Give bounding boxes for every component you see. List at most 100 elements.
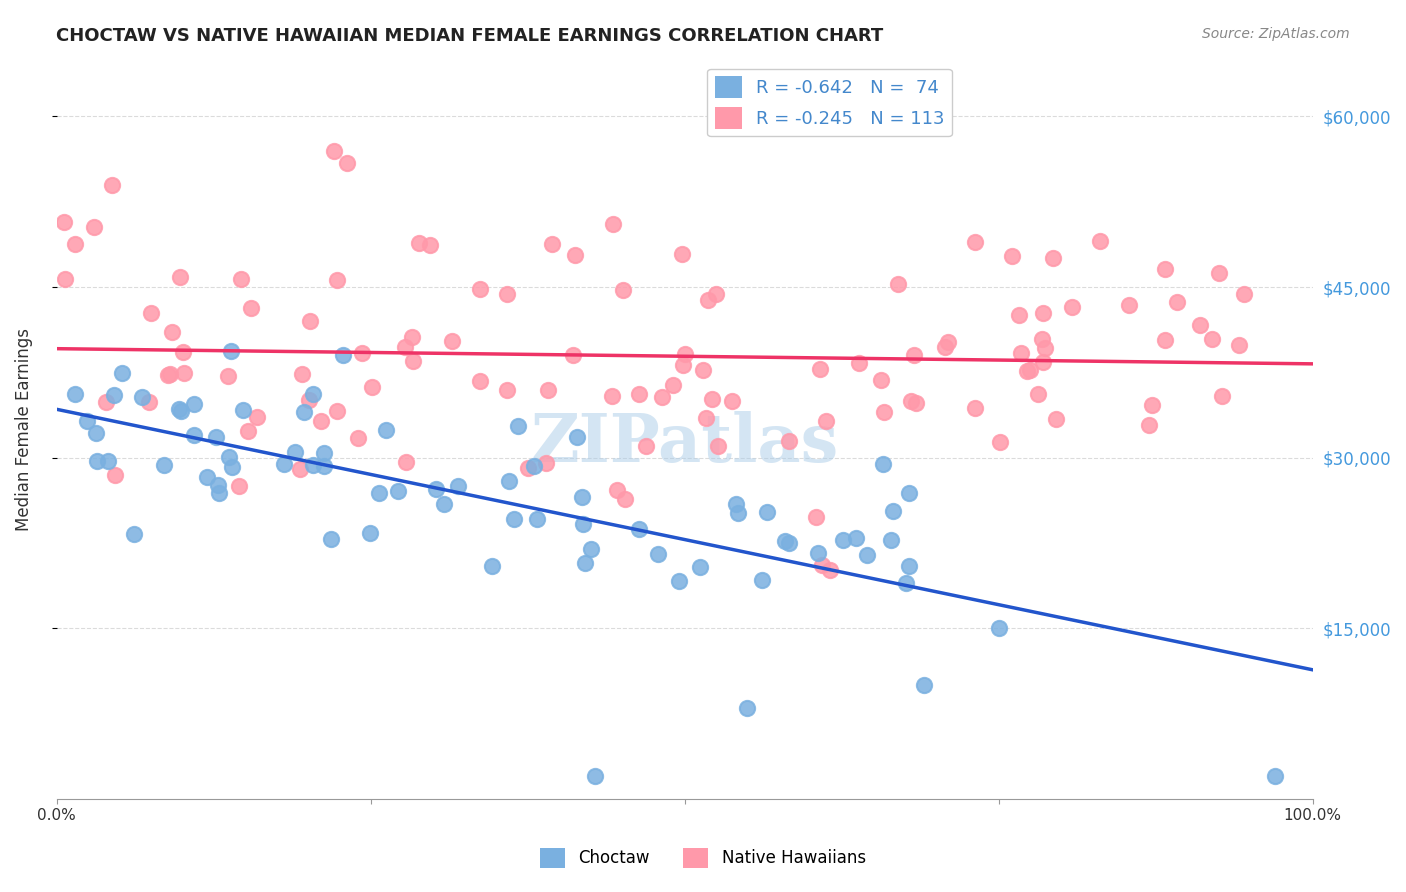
Point [873, 405, 896, 419]
Point [401, 329, 423, 343]
Point [347, 431, 370, 445]
Point [124, 527, 146, 541]
Point [1001, 249, 1024, 263]
Point [352, 346, 374, 360]
Point [502, 512, 524, 526]
Point [228, 479, 250, 493]
Point [526, 512, 548, 526]
Point [540, 237, 562, 252]
Point [651, 390, 673, 404]
Point [217, 368, 239, 383]
Point [704, 286, 727, 301]
Point [1032, 306, 1054, 320]
Point [600, 389, 623, 403]
Point [647, 547, 669, 561]
Point [232, 403, 254, 417]
Point [810, 362, 832, 376]
Point [537, 383, 560, 397]
Point [425, 482, 447, 496]
Point [374, 423, 396, 437]
Point [207, 478, 229, 492]
Point [818, 563, 841, 577]
Point [848, 356, 870, 370]
Point [360, 380, 382, 394]
Point [169, 269, 191, 284]
Point [157, 368, 180, 382]
Point [326, 403, 349, 417]
Point [1137, 417, 1160, 432]
Point [751, 573, 773, 587]
Point [1045, 412, 1067, 426]
Point [367, 486, 389, 500]
Point [332, 348, 354, 362]
Point [160, 325, 183, 339]
Point [1154, 261, 1177, 276]
Point [65, 237, 87, 252]
Point [905, 396, 928, 410]
Point [988, 435, 1011, 450]
Point [720, 393, 742, 408]
Point [1227, 337, 1250, 351]
Point [1019, 362, 1042, 376]
Point [702, 392, 724, 406]
Point [86, 426, 108, 441]
Point [903, 347, 925, 361]
Point [1015, 364, 1038, 378]
Point [727, 506, 749, 520]
Point [912, 678, 935, 692]
Point [987, 621, 1010, 635]
Point [562, 348, 585, 362]
Point [1264, 769, 1286, 783]
Point [319, 532, 342, 546]
Point [735, 700, 758, 714]
Point [101, 178, 124, 192]
Point [832, 533, 855, 547]
Point [856, 549, 879, 563]
Point [359, 526, 381, 541]
Point [934, 340, 956, 354]
Point [195, 470, 218, 484]
Point [104, 468, 127, 483]
Point [564, 248, 586, 262]
Point [815, 414, 838, 428]
Point [1010, 346, 1032, 360]
Point [1062, 301, 1084, 315]
Point [495, 383, 517, 397]
Point [229, 271, 252, 285]
Point [273, 457, 295, 471]
Text: ZIPatlas: ZIPatlas [530, 411, 839, 476]
Point [169, 404, 191, 418]
Point [689, 560, 711, 574]
Point [76, 414, 98, 428]
Point [323, 144, 346, 158]
Point [517, 461, 540, 475]
Point [668, 574, 690, 588]
Point [724, 497, 747, 511]
Point [672, 358, 695, 372]
Point [139, 306, 162, 320]
Point [298, 392, 321, 407]
Point [965, 401, 987, 416]
Point [572, 516, 595, 531]
Point [612, 284, 634, 298]
Point [481, 558, 503, 573]
Point [208, 486, 231, 500]
Point [298, 313, 321, 327]
Point [882, 504, 904, 518]
Point [159, 367, 181, 381]
Point [1033, 341, 1056, 355]
Point [567, 430, 589, 444]
Point [245, 410, 267, 425]
Point [167, 402, 190, 417]
Point [936, 334, 959, 349]
Point [583, 769, 606, 783]
Point [900, 393, 922, 408]
Point [1026, 386, 1049, 401]
Point [1233, 287, 1256, 301]
Point [408, 236, 430, 251]
Point [523, 458, 546, 473]
Point [806, 510, 828, 524]
Point [153, 458, 176, 472]
Point [96, 395, 118, 409]
Point [1031, 332, 1053, 346]
